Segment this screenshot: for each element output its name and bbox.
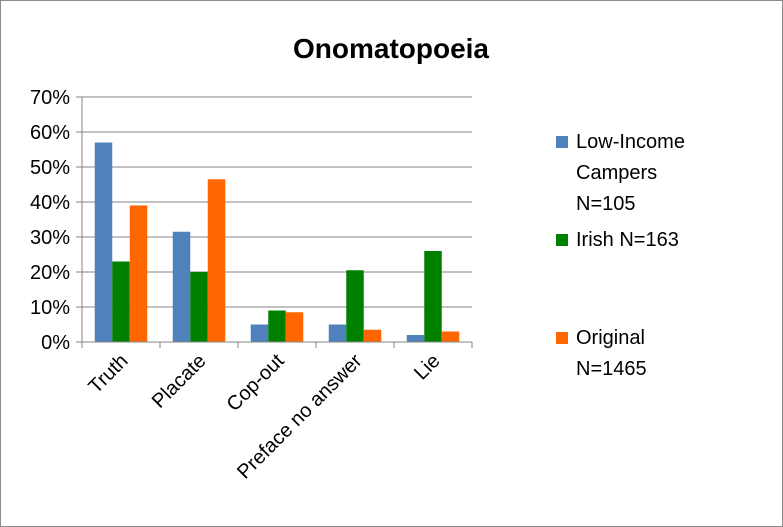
legend-label: N=105 <box>576 193 636 215</box>
legend-label: Campers <box>576 162 657 184</box>
bars-layer <box>94 142 460 342</box>
y-tick-label: 10% <box>30 297 70 319</box>
bar <box>328 324 347 342</box>
bar <box>129 205 148 342</box>
y-tick-label: 60% <box>30 122 70 144</box>
bar <box>406 335 425 342</box>
y-tick-labels: 0% 10% 20% 30% 40% 50% 60% 70% <box>30 87 70 354</box>
legend-label: N=1465 <box>576 358 647 380</box>
bar <box>190 272 208 342</box>
bar <box>250 324 269 342</box>
y-tick-label: 30% <box>30 227 70 249</box>
bar <box>268 310 286 342</box>
axis-layer <box>76 96 473 348</box>
y-tick-label: 50% <box>30 157 70 179</box>
y-tick-label: 0% <box>41 332 70 354</box>
y-tick-label: 40% <box>30 192 70 214</box>
chart-title: Onomatopoeia <box>293 33 489 64</box>
bar <box>424 251 442 342</box>
x-tick-label: Placate <box>148 350 211 413</box>
bar <box>172 231 191 342</box>
legend-label: Original <box>576 327 645 349</box>
legend: Low-Income Campers N=105 Irish N=163 Origina… <box>556 131 685 380</box>
bar <box>363 329 382 342</box>
y-tick-label: 20% <box>30 262 70 284</box>
legend-swatch <box>556 332 568 344</box>
legend-label: Irish N=163 <box>576 229 679 251</box>
bar <box>112 261 130 342</box>
bar <box>285 312 304 342</box>
y-tick-label: 70% <box>30 87 70 109</box>
legend-swatch <box>556 136 568 148</box>
bar <box>94 142 113 342</box>
bar <box>207 179 226 342</box>
legend-label: Low-Income <box>576 131 685 153</box>
bar <box>346 270 364 342</box>
x-tick-label: Cop-out <box>223 350 289 416</box>
x-tick-label: Truth <box>84 350 132 398</box>
legend-swatch <box>556 234 568 246</box>
x-tick-label: Lie <box>410 350 444 384</box>
bar <box>441 331 460 342</box>
